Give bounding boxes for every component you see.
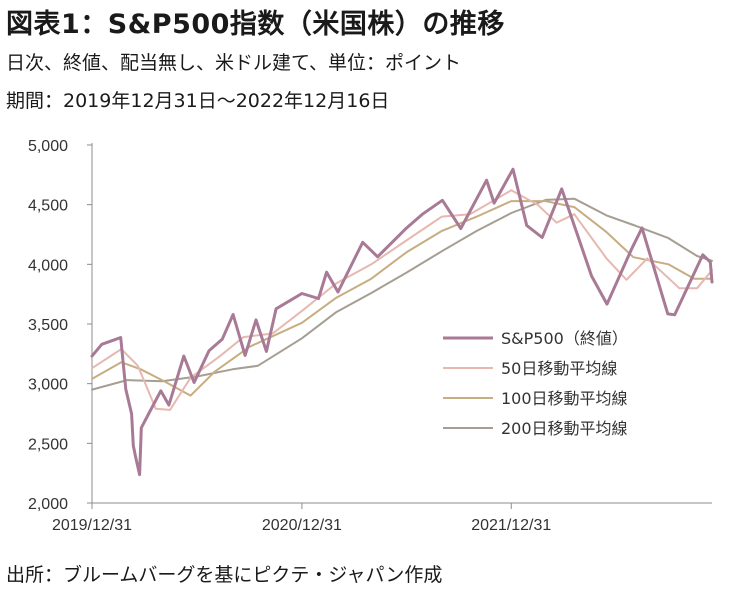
series-ma200-line (91, 197, 713, 391)
chart-source-note: 出所：ブルームバーグを基にピクテ・ジャパン作成 (6, 564, 443, 586)
legend-item-sp500-label: S&P500（終値） (501, 329, 628, 348)
x-tick-label: 2020/12/31 (262, 517, 342, 534)
y-tick-label: 5,000 (28, 138, 68, 155)
x-tick-label: 2019/12/31 (52, 517, 132, 534)
y-tick-label: 4,000 (28, 257, 68, 274)
chart-axes: 5,000 4,500 4,000 3,500 3,000 2,500 2,000 2019/… (28, 138, 712, 534)
chart-subtitle-period: 期間：2019年12月31日～2022年12月16日 (6, 90, 390, 112)
series-ma100-line (91, 200, 713, 397)
series-sp500-line (90, 167, 714, 477)
chart-legend: S&P500（終値） 50日移動平均線 100日移動平均線 200日移動平均線 (443, 329, 628, 438)
y-tick-label: 3,000 (28, 377, 68, 394)
y-tick-label: 3,500 (28, 317, 68, 334)
y-tick-label: 2,000 (28, 496, 68, 513)
y-tick-label: 4,500 (28, 198, 68, 215)
chart-subtitle-units: 日次、終値、配当無し、米ドル建て、単位：ポイント (6, 52, 462, 74)
chart-title: 図表1：S&P500指数（米国株）の推移 (6, 9, 505, 40)
legend-item-ma100-label: 100日移動平均線 (501, 389, 628, 408)
y-tick-label: 2,500 (28, 436, 68, 453)
legend-item-ma200-label: 200日移動平均線 (501, 419, 628, 438)
series-ma50-line (91, 189, 713, 411)
chart-series-lines (90, 167, 714, 477)
x-tick-label: 2021/12/31 (471, 517, 551, 534)
legend-item-ma50-label: 50日移動平均線 (501, 359, 617, 378)
